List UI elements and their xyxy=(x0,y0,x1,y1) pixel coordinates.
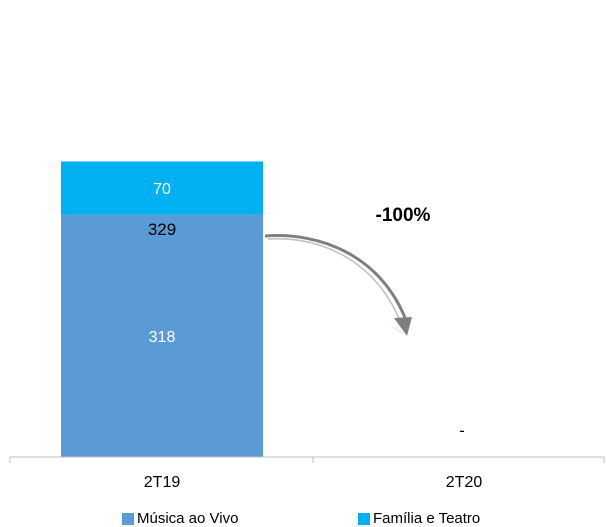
decline-arrow xyxy=(264,234,412,336)
legend-item-familia: Família e Teatro xyxy=(358,510,480,527)
x-tick-label-2t20: 2T20 xyxy=(446,474,483,491)
data-label-familia-2t19: 70 xyxy=(153,181,171,198)
total-label-2t20: - xyxy=(459,421,465,440)
legend: Música ao Vivo Família e Teatro xyxy=(0,510,606,527)
bar-musica-2t19 xyxy=(61,214,263,457)
legend-swatch-musica xyxy=(122,512,134,525)
legend-label-musica: Música ao Vivo xyxy=(137,510,239,527)
data-label-musica-2t19: 318 xyxy=(149,329,176,346)
bar-familia-2t19 xyxy=(61,161,263,215)
legend-item-musica: Música ao Vivo xyxy=(122,510,238,527)
total-label-2t19: 329 xyxy=(148,220,176,239)
bars-layer: 318 70 xyxy=(61,161,263,457)
annotation-percent: -100% xyxy=(376,205,431,226)
legend-swatch-familia xyxy=(358,512,370,525)
chart: 318 70 2T19 2T20 -100% 329 - xyxy=(9,161,605,491)
legend-label-familia: Família e Teatro xyxy=(373,510,481,527)
x-tick-label-2t19: 2T19 xyxy=(144,474,181,491)
